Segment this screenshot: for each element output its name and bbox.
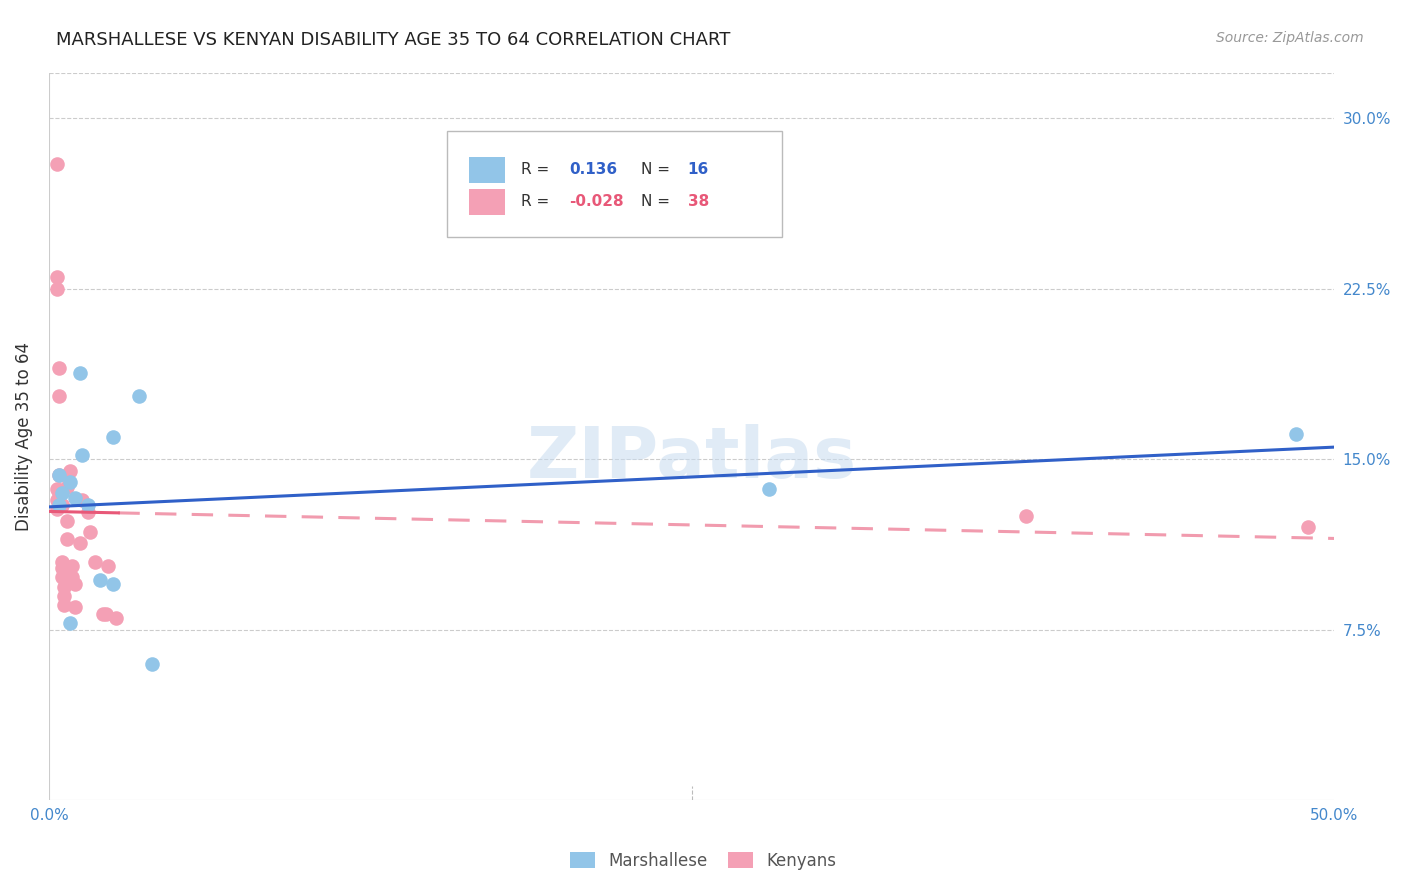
Point [48,468,70,483]
Point [48,389,70,403]
Text: 16: 16 [688,162,709,178]
Point [89,573,111,587]
Point [103,429,125,443]
Point [63,599,86,614]
Point [79,524,101,539]
Point [76,498,98,512]
Point [69,536,91,550]
Point [51,570,73,584]
Point [48,361,70,376]
Text: MARSHALLESE VS KENYAN DISABILITY AGE 35 TO 64 CORRELATION CHART: MARSHALLESE VS KENYAN DISABILITY AGE 35 … [56,31,731,49]
Point [758,482,780,496]
Legend: Marshallese, Kenyans: Marshallese, Kenyans [564,846,842,877]
Point [51,498,73,512]
Point [1284,427,1306,442]
Point [63,491,86,505]
Point [45,157,67,171]
Text: -0.028: -0.028 [569,194,624,210]
Point [60,559,83,574]
Text: N =: N = [641,194,671,210]
Point [104,611,127,625]
Point [51,486,73,500]
Point [72,448,94,462]
Point [72,493,94,508]
Point [58,464,80,478]
Bar [470,157,505,183]
Point [69,366,91,380]
Point [94,607,117,621]
Point [48,468,70,483]
Point [141,657,163,671]
Point [53,570,76,584]
Point [45,282,67,296]
Point [48,486,70,500]
Point [53,589,76,603]
Point [97,559,120,574]
Point [1015,509,1038,524]
Point [103,577,125,591]
Point [53,580,76,594]
Point [45,482,67,496]
Point [56,514,79,528]
FancyBboxPatch shape [447,131,782,236]
Point [84,555,107,569]
Point [58,615,80,630]
Point [45,270,67,285]
Text: R =: R = [520,162,548,178]
Point [51,561,73,575]
Point [51,555,73,569]
Point [128,389,150,403]
Text: N =: N = [641,162,671,178]
Point [51,498,73,512]
Point [45,493,67,508]
Point [48,498,70,512]
Point [58,475,80,489]
Point [45,502,67,516]
Text: Source: ZipAtlas.com: Source: ZipAtlas.com [1216,31,1364,45]
Text: R =: R = [520,194,548,210]
Point [56,532,79,546]
Bar [470,188,505,215]
Text: 0.136: 0.136 [569,162,617,178]
Point [53,598,76,612]
Text: 38: 38 [688,194,709,210]
Point [1298,520,1320,534]
Point [63,577,86,591]
Point [56,479,79,493]
Text: ZIPatlas: ZIPatlas [526,424,856,493]
Y-axis label: Disability Age 35 to 64: Disability Age 35 to 64 [15,342,32,531]
Point [60,570,83,584]
Point [91,607,114,621]
Point [76,504,98,518]
